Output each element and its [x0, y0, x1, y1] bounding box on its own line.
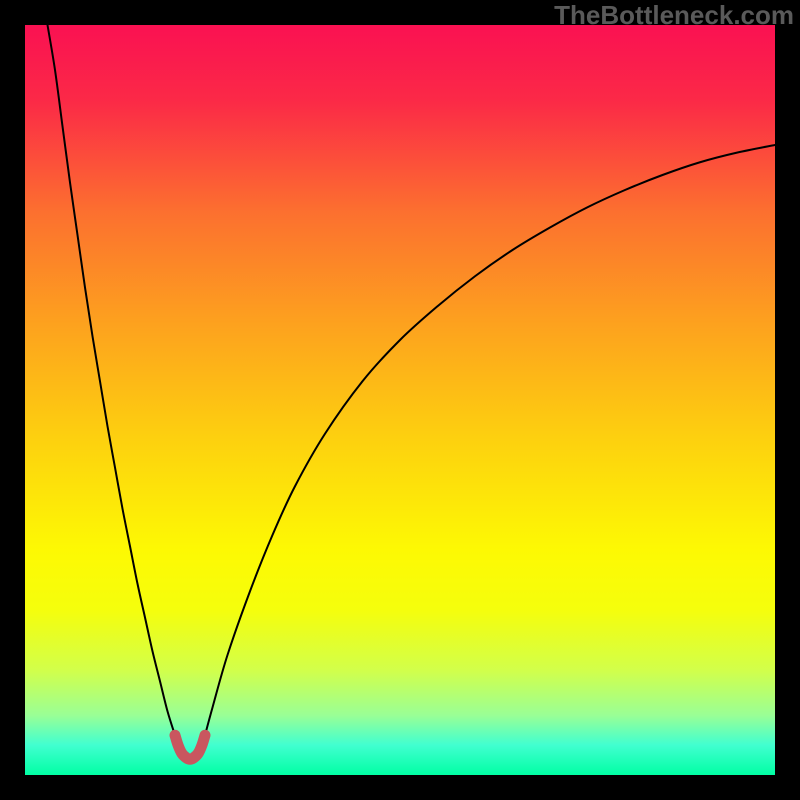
chart-stage: TheBottleneck.com: [0, 0, 800, 800]
valley-marker: [175, 735, 205, 759]
watermark-text: TheBottleneck.com: [554, 2, 794, 28]
curve-layer: [25, 25, 775, 775]
curve-right: [205, 145, 775, 735]
curve-left: [48, 25, 176, 735]
plot-area: [25, 25, 775, 775]
